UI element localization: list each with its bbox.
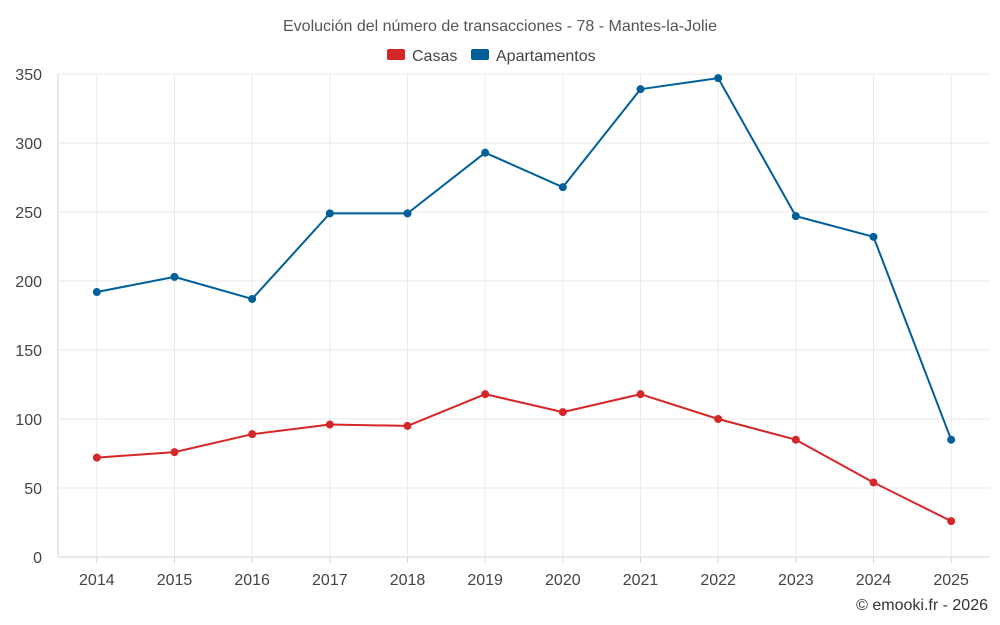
y-tick-label: 50 xyxy=(24,481,42,498)
series xyxy=(92,74,956,526)
series-apartamentos xyxy=(92,74,956,444)
data-point-casas[interactable] xyxy=(403,421,412,430)
credit-text: © emooki.fr - 2026 xyxy=(856,597,988,614)
data-point-apartamentos[interactable] xyxy=(714,74,723,83)
y-tick-label: 150 xyxy=(15,343,42,360)
x-tick-label: 2018 xyxy=(390,572,426,589)
x-tick-label: 2014 xyxy=(79,572,115,589)
legend-item-casas[interactable]: Casas xyxy=(387,48,457,65)
data-point-apartamentos[interactable] xyxy=(325,209,334,218)
legend[interactable]: Casas Apartamentos xyxy=(387,48,596,65)
y-tick-labels: 0 50 100 150 200 250 300 350 xyxy=(15,67,42,567)
y-tick-label: 200 xyxy=(15,274,42,291)
legend-item-apartamentos[interactable]: Apartamentos xyxy=(471,48,596,65)
series-line-apartamentos xyxy=(96,77,953,441)
data-point-apartamentos[interactable] xyxy=(92,288,101,297)
data-point-casas[interactable] xyxy=(869,478,878,487)
data-point-apartamentos[interactable] xyxy=(248,294,257,303)
data-point-casas[interactable] xyxy=(170,448,179,457)
x-tick-label: 2025 xyxy=(933,572,969,589)
series-line-casas xyxy=(96,393,952,523)
data-point-casas[interactable] xyxy=(325,420,334,429)
x-tick-labels: 2014 2015 2016 2017 2018 2019 2020 2021 2022 2023… xyxy=(79,572,969,589)
data-point-apartamentos[interactable] xyxy=(403,209,412,218)
data-point-apartamentos[interactable] xyxy=(481,148,490,157)
legend-swatch-apartamentos xyxy=(471,49,489,60)
y-tick-label: 300 xyxy=(15,136,42,153)
legend-label-casas: Casas xyxy=(412,48,457,65)
data-point-casas[interactable] xyxy=(248,430,257,439)
x-tick-label: 2020 xyxy=(545,572,581,589)
x-tick-label: 2015 xyxy=(157,572,193,589)
legend-swatch-casas xyxy=(387,49,405,60)
x-tick-label: 2022 xyxy=(700,572,736,589)
grid xyxy=(58,73,990,557)
y-tick-label: 250 xyxy=(15,205,42,222)
data-point-casas[interactable] xyxy=(636,390,645,399)
data-point-casas[interactable] xyxy=(558,408,567,417)
data-point-casas[interactable] xyxy=(714,415,723,423)
data-point-casas[interactable] xyxy=(947,517,956,526)
data-point-apartamentos[interactable] xyxy=(636,85,645,94)
data-point-apartamentos[interactable] xyxy=(869,232,878,241)
legend-label-apartamentos: Apartamentos xyxy=(496,48,596,65)
x-tick-label: 2016 xyxy=(234,572,270,589)
chart-title: Evolución del número de transacciones - … xyxy=(283,18,717,35)
y-tick-label: 350 xyxy=(15,67,42,84)
data-point-casas[interactable] xyxy=(791,435,800,444)
data-point-apartamentos[interactable] xyxy=(947,435,956,444)
data-point-apartamentos[interactable] xyxy=(791,212,800,221)
y-tick-label: 100 xyxy=(15,412,42,429)
y-tick-label: 0 xyxy=(33,550,42,567)
data-point-apartamentos[interactable] xyxy=(170,272,179,281)
x-tick-label: 2019 xyxy=(467,572,503,589)
x-tick-label: 2023 xyxy=(778,572,814,589)
x-tick-label: 2021 xyxy=(623,572,659,589)
series-casas xyxy=(92,390,956,526)
x-tick-label: 2024 xyxy=(856,572,892,589)
data-point-casas[interactable] xyxy=(481,390,490,399)
data-point-casas[interactable] xyxy=(92,453,101,462)
axes xyxy=(57,74,990,563)
x-tick-label: 2017 xyxy=(312,572,348,589)
data-point-apartamentos[interactable] xyxy=(558,183,567,192)
